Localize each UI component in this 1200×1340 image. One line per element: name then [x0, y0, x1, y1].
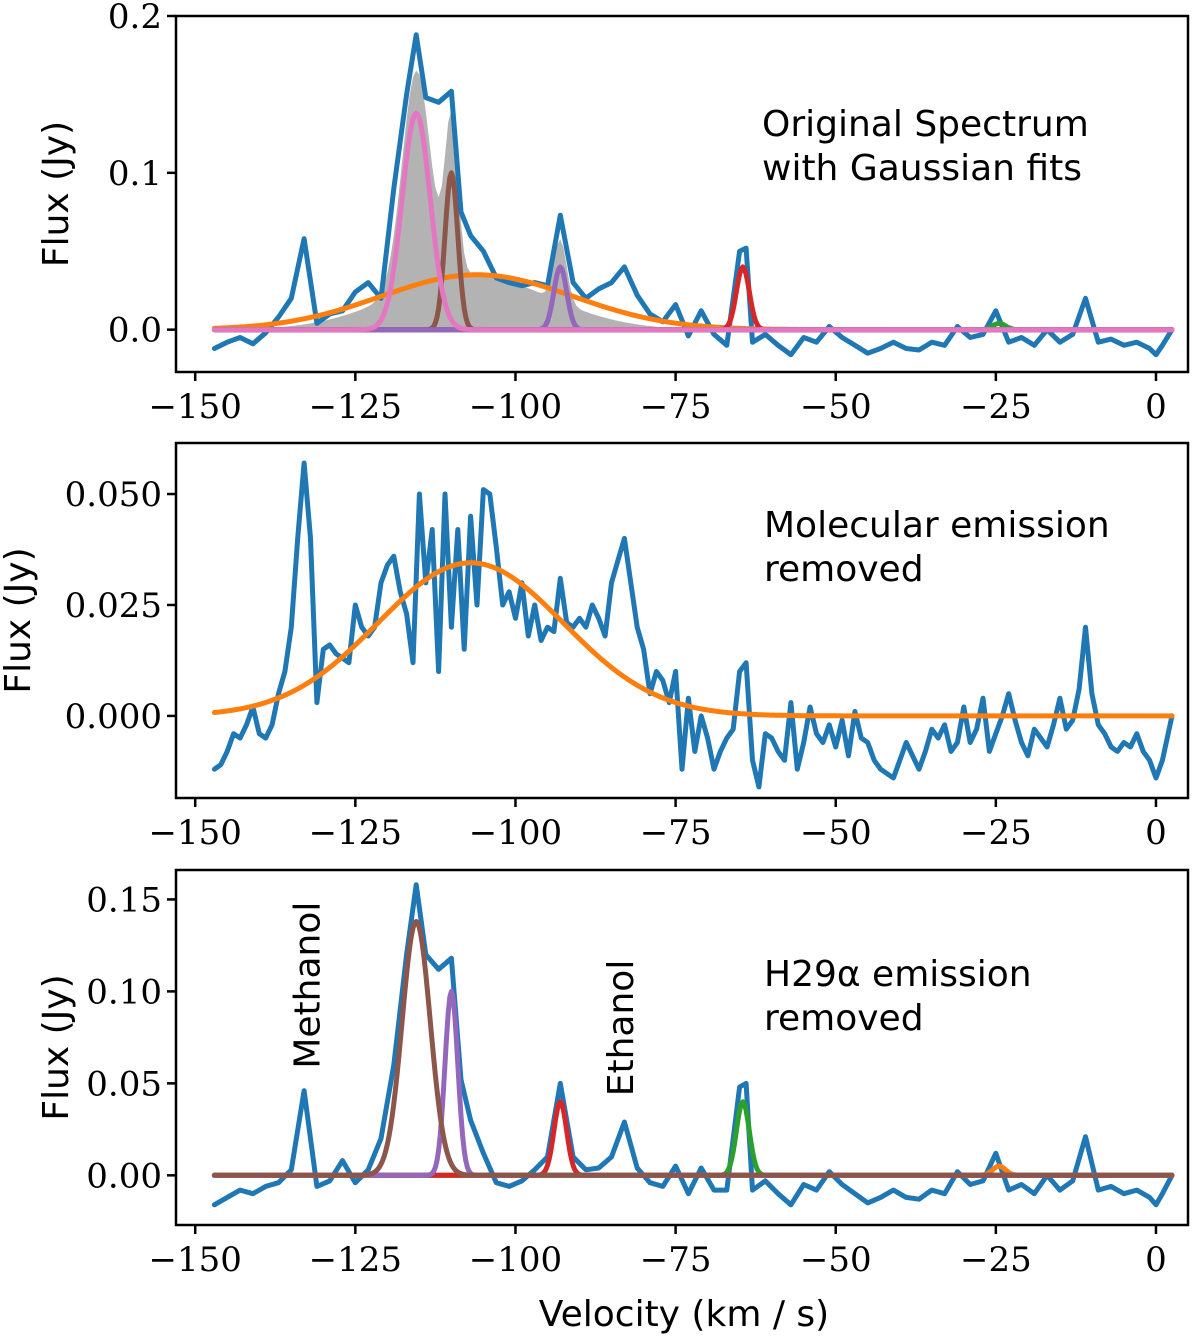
x-tick-label: −100 [469, 1240, 562, 1280]
line-gauss-115 [211, 110, 1175, 333]
x-tick-label: 0 [1145, 387, 1167, 427]
line-gauss-h29a [211, 560, 1175, 719]
x-tick-label: −50 [800, 1240, 872, 1280]
panel-annotation: removed [764, 998, 924, 1039]
x-tick-label: −150 [149, 813, 242, 853]
y-tick-label: 0.05 [86, 1064, 162, 1104]
x-tick-label: −100 [469, 387, 562, 427]
y-tick-label: 0.00 [86, 1156, 162, 1196]
label-ethanol: Ethanol [601, 960, 642, 1097]
axes-frame [174, 868, 1190, 1227]
x-tick-label: −125 [309, 1240, 402, 1280]
y-tick-label: 0.2 [108, 0, 162, 37]
line-molecular-spectrum [211, 882, 1175, 1208]
y-tick-label: 0.0 [108, 311, 162, 351]
x-tick-label: 0 [1145, 1240, 1167, 1280]
x-tick-label: −150 [149, 387, 242, 427]
panel-annotation: Molecular emission [764, 505, 1110, 546]
x-tick-label: −150 [149, 1240, 242, 1280]
y-tick-label: 0.025 [65, 586, 162, 626]
label-methanol: Methanol [287, 902, 328, 1069]
x-tick-label: −125 [309, 813, 402, 853]
y-tick-label: 0.10 [86, 972, 162, 1012]
x-tick-label: −75 [640, 387, 712, 427]
x-tick-label: −75 [640, 813, 712, 853]
panel-annotation: removed [764, 549, 924, 590]
panel-annotation: Original Spectrum [762, 104, 1089, 145]
y-axis-title: Flux (Jy) [36, 974, 77, 1120]
y-tick-label: 0.15 [86, 880, 162, 920]
x-axis-title: Velocity (km / s) [539, 1294, 829, 1335]
x-tick-label: −125 [309, 387, 402, 427]
x-tick-label: −25 [960, 813, 1032, 853]
y-tick-label: 0.1 [108, 154, 162, 194]
x-tick-label: −25 [960, 1240, 1032, 1280]
panel-bottom: −150 −125 −100 −75 −50 −25 0 0.00 0.05 0.10 0.15 Fl… [36, 868, 1190, 1280]
y-axis-title: Flux (Jy) [0, 547, 39, 693]
panel-middle: −150 −125 −100 −75 −50 −25 0 0.000 0.025 0.050 Flu… [0, 441, 1190, 853]
y-tick-label: 0.050 [65, 475, 162, 515]
x-tick-label: 0 [1145, 813, 1167, 853]
axes-frame [174, 441, 1190, 800]
line-gauss-64 [211, 1099, 1175, 1178]
x-tick-label: −50 [800, 813, 872, 853]
panel-annotation: H29α emission [764, 954, 1032, 995]
x-tick-label: −25 [960, 387, 1032, 427]
panel-top: −150 −125 −100 −75 −50 −25 0 0.0 0.1 0.2 Flux (Jy)… [36, 0, 1190, 427]
y-axis-title: Flux (Jy) [36, 121, 77, 267]
line-gauss-115 [211, 919, 1175, 1178]
line-gauss-110 [211, 988, 1175, 1178]
axes-frame [174, 14, 1190, 374]
x-tick-label: −100 [469, 813, 562, 853]
line-gauss-93 [211, 1099, 1175, 1178]
y-tick-label: 0.000 [65, 697, 162, 737]
x-tick-label: −75 [640, 1240, 712, 1280]
panel-annotation: with Gaussian fits [762, 148, 1082, 189]
x-tick-label: −50 [800, 387, 872, 427]
